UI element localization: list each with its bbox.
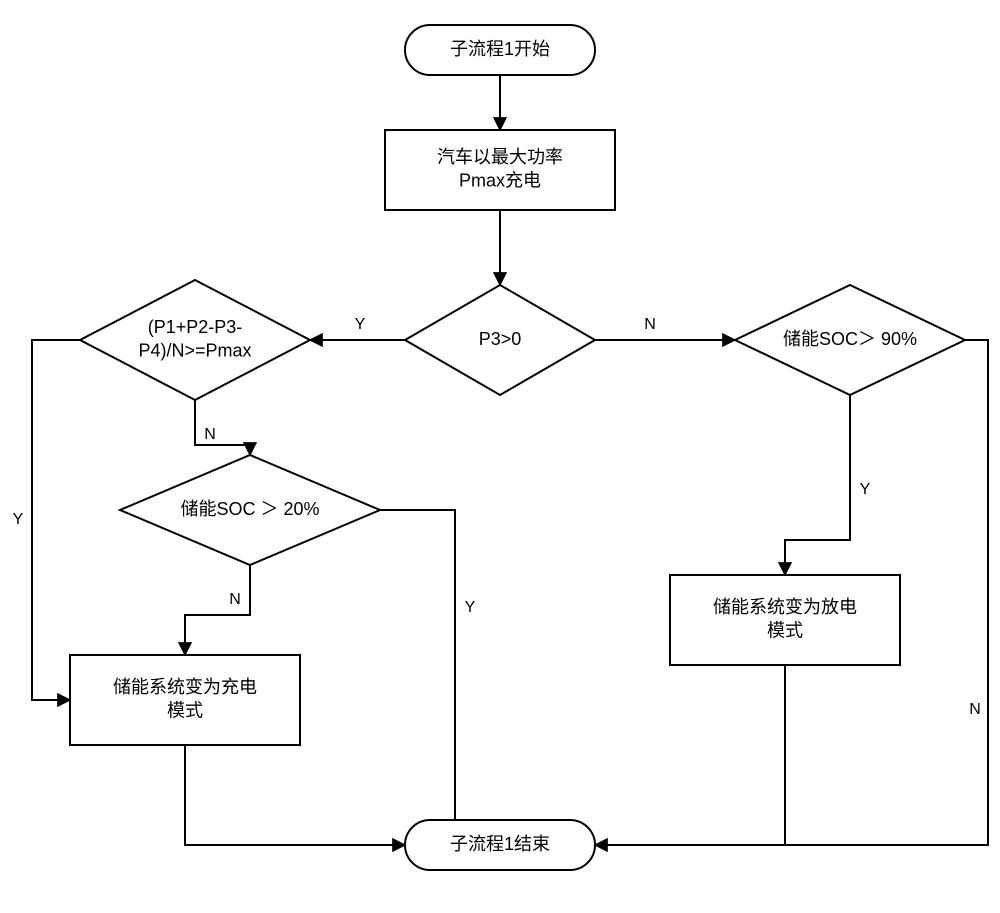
edge-5: N <box>195 400 250 455</box>
node-dec_soc20-text: 储能SOC ＞ 20% <box>180 499 319 519</box>
node-dec_pmax-text: (P1+P2-P3- <box>148 317 243 337</box>
edge-7-label: Y <box>465 599 476 616</box>
edge-2: Y <box>310 316 405 340</box>
node-end: 子流程1结束 <box>405 820 595 870</box>
node-proc_charge-text: 汽车以最大功率 <box>437 147 563 167</box>
node-proc_discharge_mode: 储能系统变为放电模式 <box>670 575 900 665</box>
node-dec_p3: P3>0 <box>405 285 595 395</box>
node-proc_discharge_mode-text: 模式 <box>767 620 803 640</box>
edge-9: Y <box>785 395 871 575</box>
edge-3-label: N <box>644 316 656 333</box>
edge-4: Y <box>13 340 80 700</box>
node-dec_soc90: 储能SOC＞ 90% <box>735 285 965 395</box>
edge-5-label: N <box>204 426 216 443</box>
node-dec_soc90-text: 储能SOC＞ 90% <box>783 329 917 349</box>
edge-7: Y <box>380 510 476 845</box>
node-end-text: 子流程1结束 <box>450 834 550 854</box>
node-start-text: 子流程1开始 <box>450 39 550 59</box>
edge-10-label: N <box>969 701 981 718</box>
node-start: 子流程1开始 <box>405 25 595 75</box>
node-proc_charge_mode: 储能系统变为充电模式 <box>70 655 300 745</box>
node-dec_pmax-text: P4)/N>=Pmax <box>138 340 251 360</box>
node-dec_soc20: 储能SOC ＞ 20% <box>120 455 380 565</box>
node-dec_pmax: (P1+P2-P3- P4)/N>=Pmax <box>80 280 310 400</box>
edge-4-label: Y <box>13 511 24 528</box>
node-proc_charge-text: Pmax充电 <box>459 170 541 190</box>
edge-6: N <box>185 565 250 655</box>
edge-6-label: N <box>229 591 241 608</box>
node-proc_discharge_mode-text: 储能系统变为放电 <box>713 597 857 617</box>
flowchart-canvas: Y N Y N N Y Y N 子流程1开始汽车以最大功率 Pmax充电 P3>0 (P1+P2-P3… <box>0 0 1000 913</box>
node-proc_charge_mode-text: 储能系统变为充电 <box>113 677 257 697</box>
node-proc_charge_mode-text: 模式 <box>167 700 203 720</box>
node-proc_charge: 汽车以最大功率 Pmax充电 <box>385 130 615 210</box>
node-dec_p3-text: P3>0 <box>479 329 522 349</box>
edge-3: N <box>595 316 735 340</box>
edge-9-label: Y <box>860 481 871 498</box>
edge-8 <box>185 745 405 845</box>
edge-2-label: Y <box>355 316 366 333</box>
